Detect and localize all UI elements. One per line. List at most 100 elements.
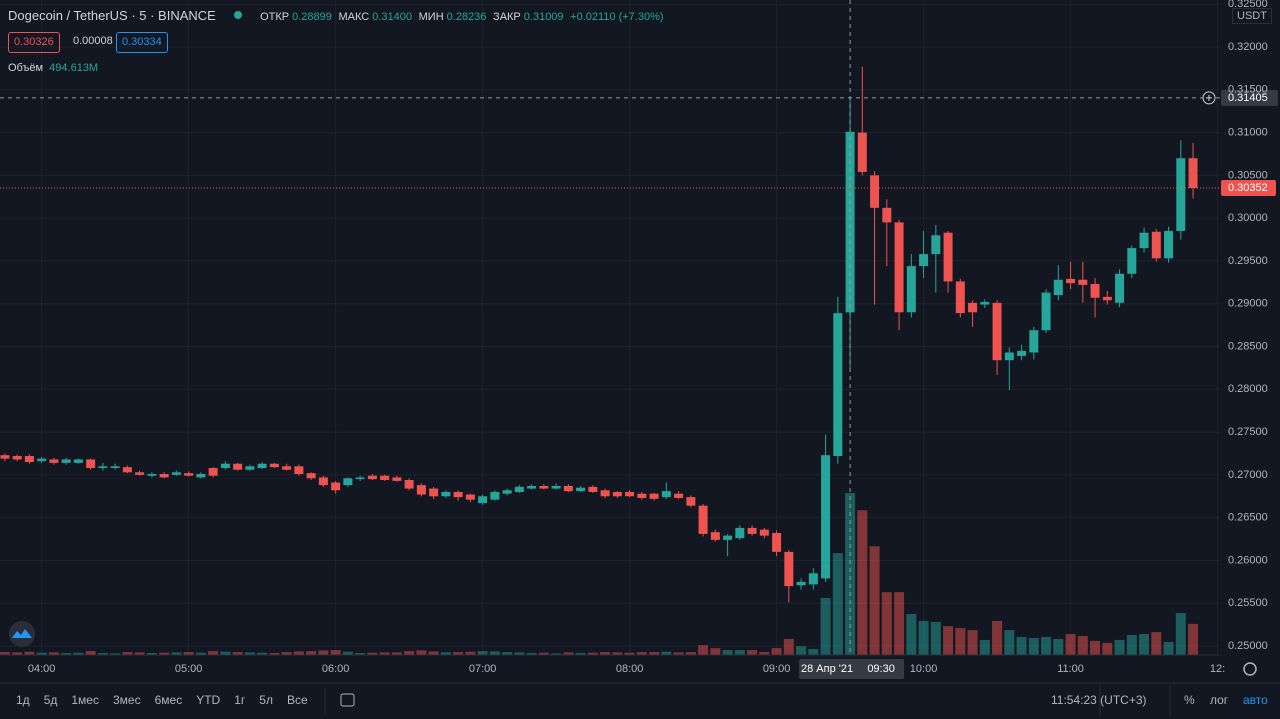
volume-bar [330, 650, 341, 655]
candle-body [1090, 284, 1100, 298]
candle-body [588, 486, 598, 492]
volume-bar [979, 639, 990, 655]
volume-bar [122, 652, 133, 655]
volume-bar [624, 652, 635, 655]
candle-body [600, 490, 610, 497]
candle-body [135, 472, 145, 475]
volume-bar [269, 653, 280, 655]
candle-body [539, 485, 549, 489]
ask-price[interactable]: 0.30334 [116, 32, 168, 53]
grid [0, 0, 1220, 655]
range-button[interactable]: 5д [43, 693, 58, 707]
range-button[interactable]: 6мес [154, 693, 183, 707]
volume-bar [747, 650, 758, 655]
candle-body [343, 478, 353, 486]
volume-bar [563, 652, 574, 655]
y-tick-label: 0.32000 [1228, 41, 1268, 53]
candle-body [220, 463, 230, 469]
candle-body [882, 207, 892, 223]
volume-bar [1041, 636, 1052, 655]
candle-body [625, 491, 635, 497]
volume-bar [1163, 641, 1174, 655]
candle-body [870, 175, 880, 208]
candles [0, 66, 1198, 603]
range-button[interactable]: 1д [16, 693, 30, 707]
volume-bar [97, 653, 108, 655]
candle-body [367, 475, 377, 480]
spread: 0.00008 [73, 35, 113, 47]
log-toggle[interactable]: лог [1210, 693, 1229, 707]
candle-body [992, 302, 1002, 361]
candle-body [159, 474, 169, 478]
y-tick-label: 0.29500 [1228, 255, 1268, 267]
y-tick-label: 0.25000 [1228, 640, 1268, 652]
candle-body [429, 488, 439, 497]
volume-bar [857, 510, 868, 655]
candle-body [122, 467, 132, 473]
y-tick-label: 0.32500 [1228, 0, 1268, 10]
candle-body [980, 301, 990, 305]
candle-body [1041, 292, 1051, 331]
candle-body [184, 473, 194, 476]
candle-body [1188, 158, 1198, 189]
bid-price[interactable]: 0.30326 [8, 32, 60, 53]
volume-bar [342, 651, 353, 655]
volume-bar [159, 652, 170, 655]
volume-bar [551, 653, 562, 655]
y-tick-label: 0.28000 [1228, 383, 1268, 395]
crosshair-date-label: 28 Апр '21 [801, 663, 853, 675]
volume-bar [894, 592, 905, 655]
candle-body [955, 281, 965, 314]
volume-bar [930, 621, 941, 655]
volume-bar [943, 626, 954, 655]
volume-bar [526, 653, 537, 655]
volume-bar [146, 653, 157, 655]
crosshair-time-tag [799, 659, 905, 679]
percent-toggle[interactable]: % [1184, 693, 1195, 707]
date-range-icon[interactable] [340, 693, 355, 707]
x-tick-label: 05:00 [175, 663, 203, 675]
range-button[interactable]: YTD [196, 693, 221, 707]
candle-body [612, 491, 622, 497]
candle-body [527, 485, 537, 489]
low-label: МИН [418, 11, 444, 23]
volume-bar [955, 628, 966, 655]
volume-bar [820, 598, 831, 655]
candle-body [551, 485, 561, 489]
candle-body [73, 459, 83, 463]
volume-bar [1126, 635, 1137, 655]
symbol-title: Dogecoin / TetherUS · 5 · BINANCE [8, 8, 216, 23]
volume-bar [379, 652, 390, 655]
crosshair-time-label: 09:30 [867, 663, 895, 675]
range-button[interactable]: 3мес [112, 693, 141, 707]
y-tick-label: 0.31500 [1228, 84, 1268, 96]
range-button[interactable]: 1мес [71, 693, 99, 707]
volume-bar [722, 650, 733, 655]
candle-body [796, 581, 806, 586]
volume-bar [85, 651, 96, 655]
y-tick-label: 0.26000 [1228, 554, 1268, 566]
volume-bar [906, 614, 917, 655]
low-value: 0.28236 [446, 11, 487, 23]
volume-bar [416, 650, 427, 655]
logo-icon [12, 629, 32, 638]
range-button[interactable]: 5л [259, 693, 273, 707]
crosshair-price-tag [1221, 89, 1278, 106]
volume-bar [134, 652, 145, 655]
range-button[interactable]: 1г [234, 693, 246, 707]
auto-toggle[interactable]: авто [1243, 693, 1268, 707]
volume-bar [428, 651, 439, 655]
range-button[interactable]: Все [286, 693, 308, 707]
volume-bar [502, 652, 513, 655]
candle-body [61, 459, 71, 463]
candle-body [12, 456, 22, 460]
candle-body [747, 527, 757, 534]
candle-body [637, 493, 647, 498]
volume-bar [587, 652, 598, 655]
candle-body [331, 482, 341, 491]
x-tick-label: 04:00 [28, 663, 56, 675]
settings-icon[interactable] [1243, 662, 1257, 676]
candle-body [514, 486, 524, 492]
volume-bar [661, 651, 672, 655]
